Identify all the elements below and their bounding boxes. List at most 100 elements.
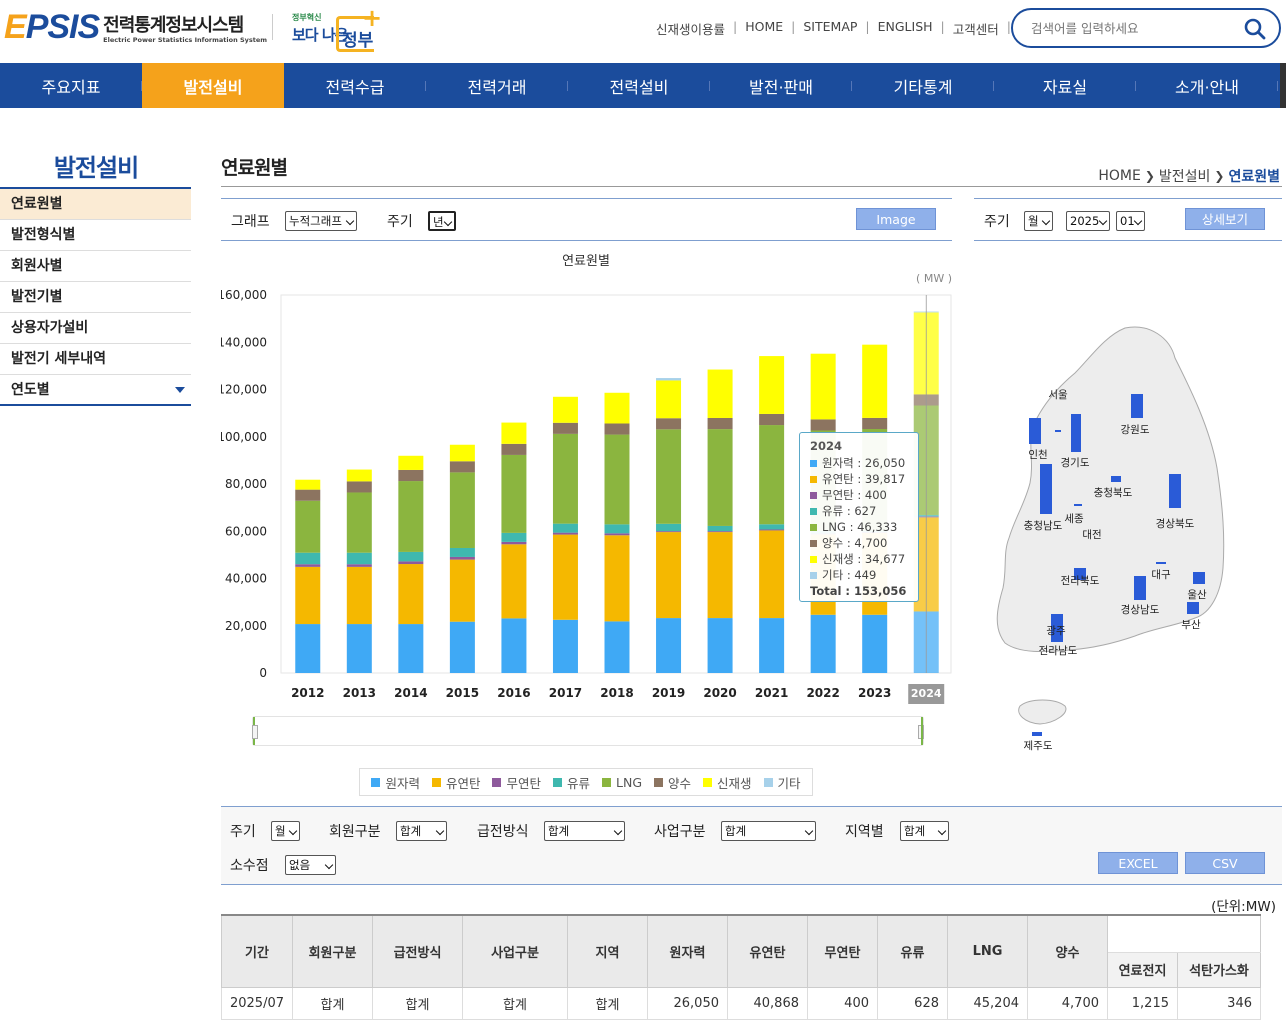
sidebar-item-member-company[interactable]: 회원사별 <box>0 251 191 282</box>
map-region-label[interactable]: 전라북도 <box>1061 575 1100 587</box>
map-region-bar[interactable] <box>1131 394 1143 418</box>
map-region-label[interactable]: 서울 <box>1048 389 1068 401</box>
bar-segment[interactable] <box>552 532 578 535</box>
map-region-bar[interactable] <box>1074 504 1082 506</box>
bar-segment[interactable] <box>862 614 888 673</box>
legend-item[interactable]: 신재생 <box>703 773 752 792</box>
bar-segment[interactable] <box>759 524 785 530</box>
bar-segment[interactable] <box>707 417 733 430</box>
util-link-renewable[interactable]: 신재생이용률 <box>656 22 726 37</box>
bar-segment[interactable] <box>398 561 424 565</box>
legend-item[interactable]: 무연탄 <box>492 773 541 792</box>
bar-segment[interactable] <box>501 443 527 455</box>
bar-segment[interactable] <box>501 544 527 619</box>
legend-item[interactable]: 기타 <box>763 773 801 792</box>
map-region-bar[interactable] <box>1032 732 1042 736</box>
bar-segment[interactable] <box>295 564 321 567</box>
bar-segment[interactable] <box>449 461 475 473</box>
filter-region-select[interactable]: 합계 <box>900 821 949 841</box>
epsis-logo[interactable]: EPSIS 전력통계정보시스템 Electric Power Statistic… <box>4 10 267 44</box>
filter-business-select[interactable]: 합계 <box>721 821 816 841</box>
bar-segment[interactable] <box>501 532 527 542</box>
image-button[interactable]: Image <box>856 208 936 230</box>
breadcrumb-home[interactable]: HOME <box>1098 168 1141 184</box>
util-link-english[interactable]: ENGLISH <box>877 19 933 34</box>
filter-decimal-select[interactable]: 없음 <box>285 855 336 875</box>
sidebar-item-generation-type[interactable]: 발전형식별 <box>0 220 191 251</box>
bar-segment[interactable] <box>449 472 475 548</box>
bar-segment[interactable] <box>707 532 733 619</box>
map-region-label[interactable]: 대전 <box>1082 529 1101 541</box>
bar-segment[interactable] <box>398 481 424 552</box>
bar-segment[interactable] <box>810 614 836 673</box>
nav-item-power-trading[interactable]: 전력거래 <box>426 63 568 108</box>
bar-segment[interactable] <box>656 380 682 419</box>
filter-cycle-select[interactable]: 월 <box>271 821 300 841</box>
bar-segment[interactable] <box>604 621 630 673</box>
map-region-label[interactable]: 경상남도 <box>1121 603 1160 616</box>
bar-segment[interactable] <box>552 619 578 673</box>
map-region-label[interactable]: 제주도 <box>1024 740 1053 752</box>
map-region-label[interactable]: 세종 <box>1064 513 1084 525</box>
bar-segment[interactable] <box>398 564 424 625</box>
nav-item-generation-facilities[interactable]: 발전설비 <box>142 63 284 108</box>
bar-segment[interactable] <box>449 621 475 673</box>
legend-item[interactable]: 유연탄 <box>431 773 480 792</box>
filter-member-select[interactable]: 합계 <box>396 821 447 841</box>
nav-item-generation-sales[interactable]: 발전·판매 <box>710 63 852 108</box>
map-cycle-select[interactable]: 월 <box>1024 211 1053 231</box>
cycle-select[interactable]: 년 <box>428 211 456 231</box>
bar-segment[interactable] <box>604 392 630 424</box>
bar-segment[interactable] <box>759 618 785 673</box>
bar-segment[interactable] <box>398 469 424 482</box>
map-region-label[interactable]: 충청남도 <box>1024 520 1063 532</box>
sidebar-item-fuel-source[interactable]: 연료원별 <box>0 189 191 220</box>
map-region-label[interactable]: 경기도 <box>1061 456 1090 469</box>
sidebar-item-generator[interactable]: 발전기별 <box>0 282 191 313</box>
map-region-bar[interactable] <box>1156 562 1166 564</box>
graph-type-select[interactable]: 누적그래프 <box>285 211 357 231</box>
map-region-label[interactable]: 인천 <box>1028 449 1047 461</box>
bar-segment[interactable] <box>707 429 733 526</box>
bar-segment[interactable] <box>604 535 630 622</box>
util-link-home[interactable]: HOME <box>745 19 784 34</box>
nav-item-power-facilities[interactable]: 전력설비 <box>568 63 710 108</box>
util-link-sitemap[interactable]: SITEMAP <box>803 19 858 34</box>
bar-segment[interactable] <box>759 425 785 525</box>
nav-item-library[interactable]: 자료실 <box>994 63 1136 108</box>
bar-segment[interactable] <box>810 353 836 420</box>
chart-range-navigator[interactable] <box>252 716 924 746</box>
bar-segment[interactable] <box>552 534 578 620</box>
detail-view-button[interactable]: 상세보기 <box>1185 208 1265 230</box>
bar-segment[interactable] <box>707 525 733 532</box>
legend-item[interactable]: 유류 <box>552 773 590 792</box>
map-region-label[interactable]: 전라남도 <box>1039 645 1078 657</box>
map-region-bar[interactable] <box>1111 476 1121 482</box>
range-handle-right[interactable] <box>918 725 924 739</box>
nav-item-other-stats[interactable]: 기타통계 <box>852 63 994 108</box>
range-handle-left[interactable] <box>252 725 258 739</box>
legend-item[interactable]: 원자력 <box>371 773 420 792</box>
bar-segment[interactable] <box>398 624 424 673</box>
bar-segment[interactable] <box>295 566 321 625</box>
map-region-bar[interactable] <box>1029 418 1041 444</box>
map-region-label[interactable]: 경상북도 <box>1156 517 1195 530</box>
bar-segment[interactable] <box>604 434 630 525</box>
bar-segment[interactable] <box>449 547 475 557</box>
bar-segment[interactable] <box>501 541 527 545</box>
bar-segment[interactable] <box>759 356 785 414</box>
bar-segment[interactable] <box>346 624 372 673</box>
bar-segment[interactable] <box>759 530 785 619</box>
bar-segment[interactable] <box>295 552 321 565</box>
map-region-bar[interactable] <box>1169 474 1181 508</box>
map-region-label[interactable]: 광주 <box>1046 625 1066 637</box>
map-year-select[interactable]: 2025 <box>1066 211 1110 231</box>
bar-segment[interactable] <box>449 559 475 622</box>
bar-segment[interactable] <box>810 419 836 431</box>
map-region-bar[interactable] <box>1193 572 1205 584</box>
bar-segment[interactable] <box>656 618 682 673</box>
bar-segment[interactable] <box>862 344 888 418</box>
bar-segment[interactable] <box>707 618 733 673</box>
bar-segment[interactable] <box>398 551 424 562</box>
map-region-bar[interactable] <box>1134 576 1146 600</box>
